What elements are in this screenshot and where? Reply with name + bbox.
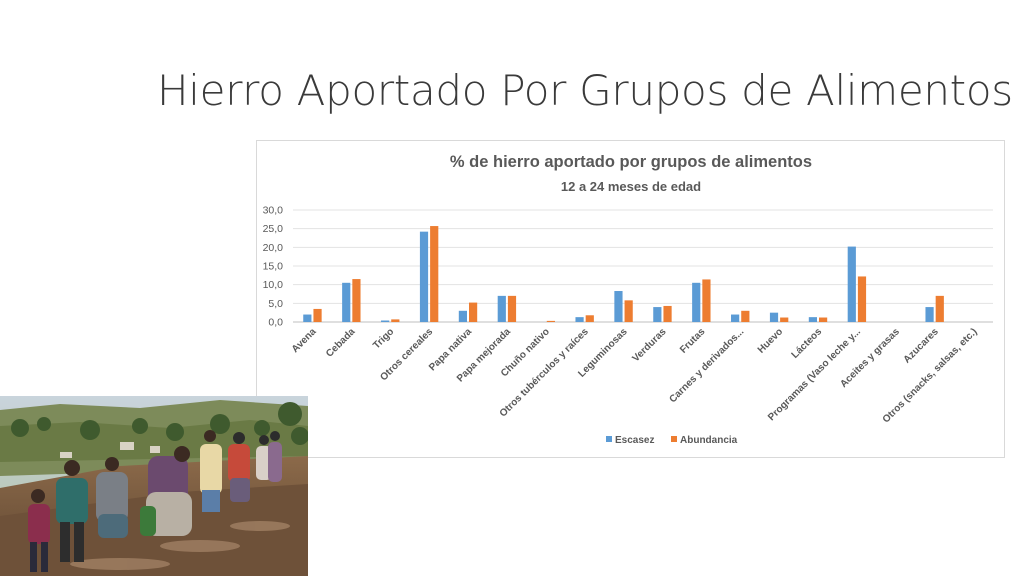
x-tick-label: Cebada [324,326,358,360]
gridlines [293,209,993,323]
bar-escasez [497,295,506,322]
bar-abundancia [352,279,361,322]
y-tick-label: 10,0 [263,279,284,291]
chart-container: % de hierro aportado por grupos de alime… [256,140,1005,458]
y-tick-label: 25,0 [263,223,284,235]
bar-escasez [575,317,584,322]
legend-swatch-escasez [606,436,612,442]
chart-subtitle: 12 a 24 meses de edad [561,179,701,194]
legend-label-abundancia: Abundancia [680,435,738,446]
bar-abundancia [469,302,478,322]
bar-abundancia [391,319,400,322]
bar-escasez [769,312,779,322]
bar-escasez [808,317,817,322]
y-axis-ticks: 0,0 5,0 10,0 15,0 20,0 25,0 30,0 [263,205,284,329]
x-tick-label: Carnes y derivados... [667,326,746,405]
bar-escasez [458,310,467,322]
bars [303,226,944,322]
bar-abundancia [780,317,789,322]
y-tick-label: 5,0 [268,298,283,310]
y-tick-label: 30,0 [263,205,284,217]
bar-escasez [653,307,662,322]
bar-abundancia [663,305,672,322]
bar-escasez [303,314,312,322]
bar-escasez [342,282,351,322]
bar-abundancia [819,317,828,322]
bar-escasez [419,231,429,322]
slide-title: Hierro Aportado Por Grupos de Alimentos [157,66,1013,115]
x-tick-label: Huevo [756,326,785,355]
x-tick-label: Trigo [371,326,396,351]
x-tick-label: Avena [290,326,319,355]
bar-abundancia [585,315,594,322]
legend-label-escasez: Escasez [615,435,654,446]
chart-title: % de hierro aportado por grupos de alime… [450,153,812,171]
bar-abundancia [857,276,867,322]
bar-abundancia [935,295,944,322]
field-workers-photo [0,396,308,576]
bar-abundancia [624,300,633,322]
bar-escasez [847,246,856,322]
bar-escasez [692,282,701,322]
bar-escasez [731,314,740,322]
y-tick-label: 0,0 [268,317,283,329]
bar-abundancia [507,295,517,322]
bar-abundancia [430,226,439,322]
y-tick-label: 20,0 [263,242,284,254]
x-tick-label: Frutas [678,326,708,356]
bar-abundancia [546,320,555,322]
x-tick-label: Azucares [902,326,942,366]
bar-escasez [614,291,623,322]
y-tick-label: 15,0 [263,261,284,273]
bar-abundancia [741,310,750,322]
x-tick-label: Verduras [631,326,669,364]
bar-chart: % de hierro aportado por grupos de alime… [263,153,993,446]
x-tick-label: Lácteos [790,326,825,361]
legend-swatch-abundancia [671,436,677,442]
bar-escasez [925,307,934,322]
bar-escasez [381,320,390,322]
legend: Escasez Abundancia [606,435,738,446]
bar-abundancia [313,308,322,322]
bar-abundancia [702,279,711,322]
